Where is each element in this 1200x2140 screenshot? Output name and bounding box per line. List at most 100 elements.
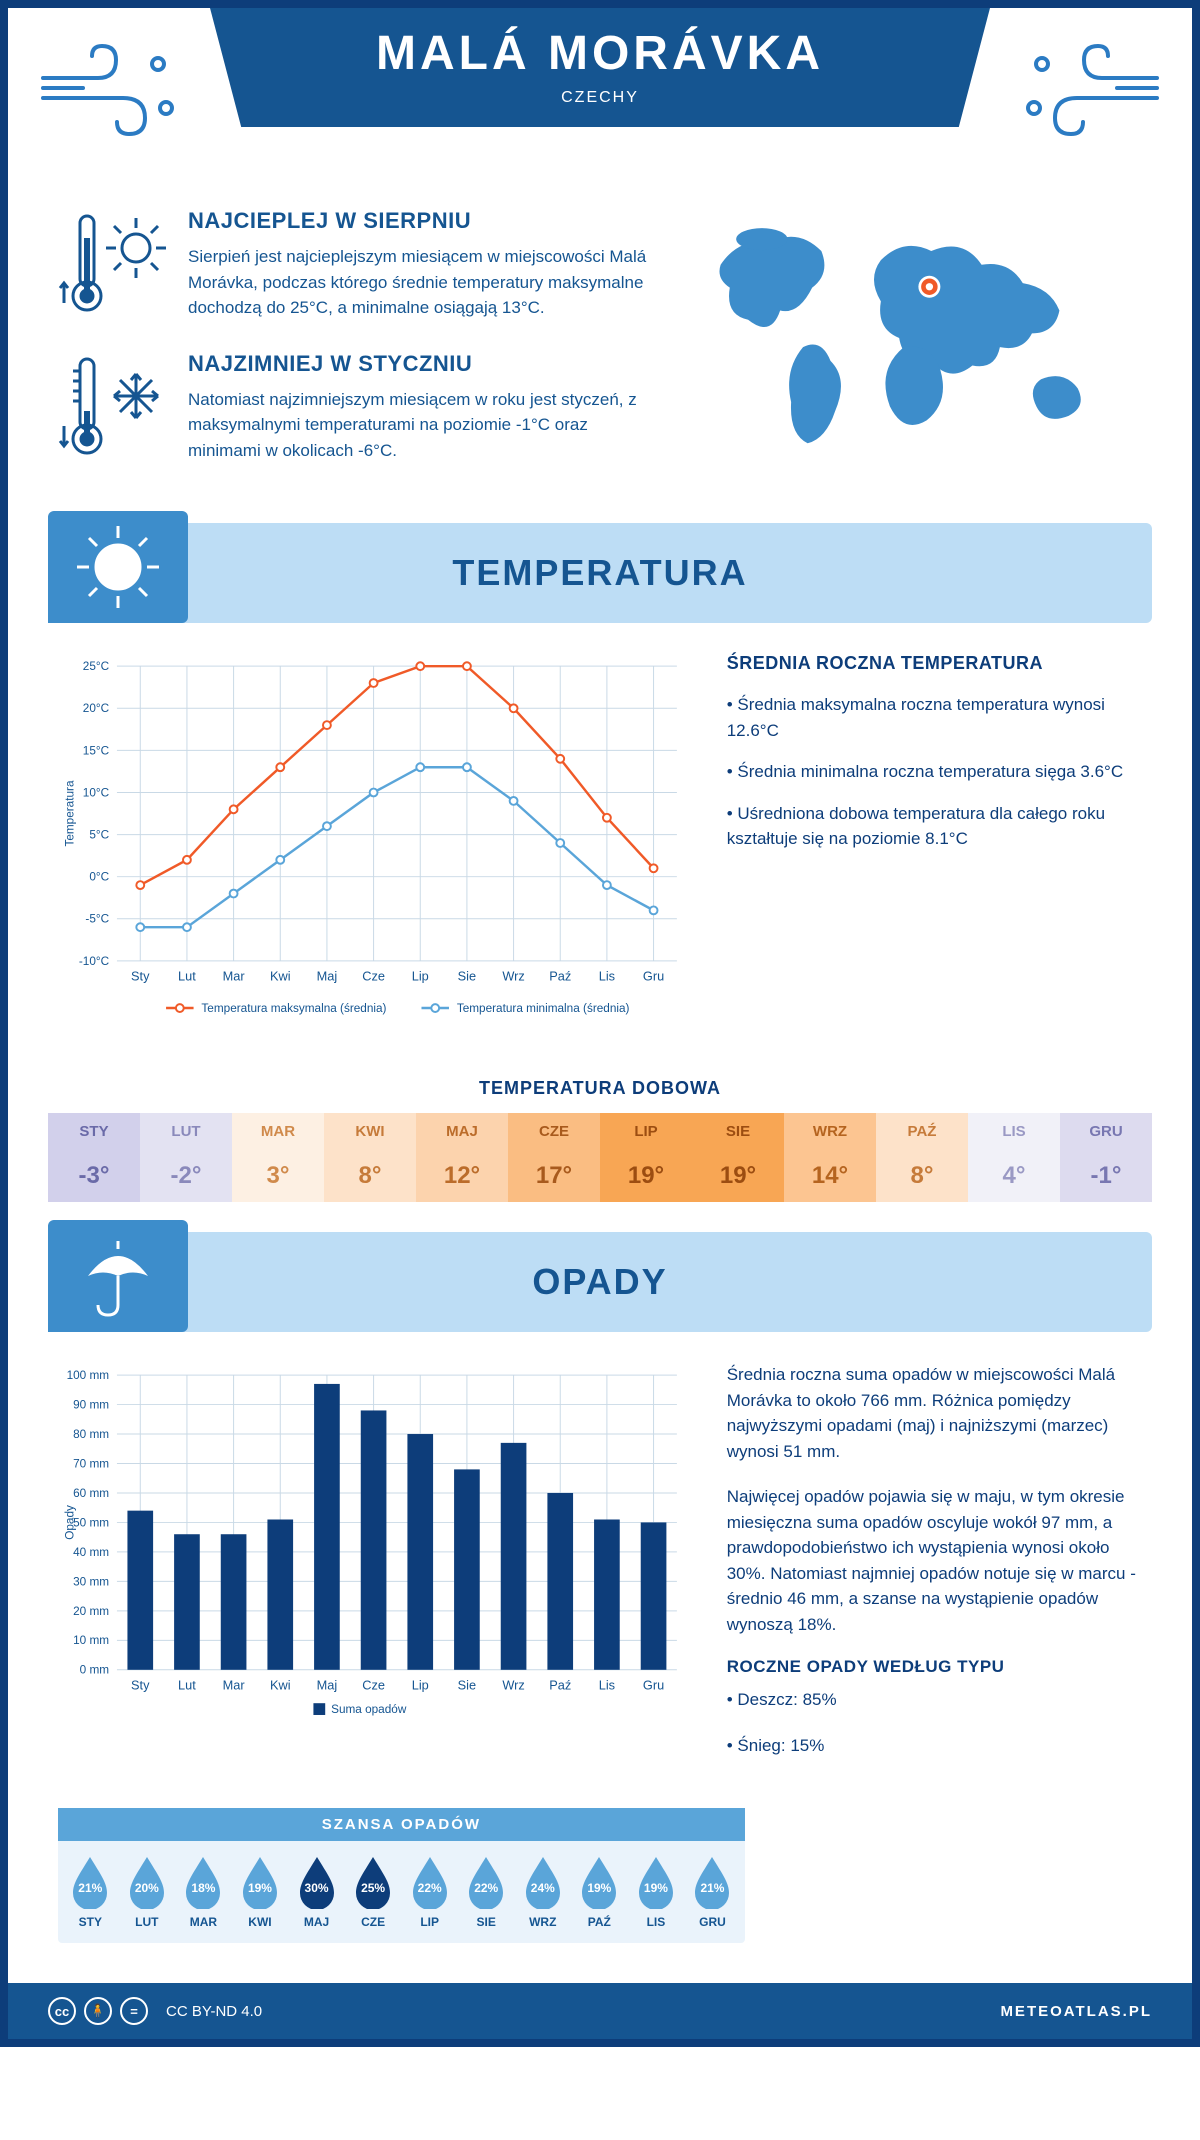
daily-temp-cell: CZE17° xyxy=(508,1113,600,1202)
world-map-wrap xyxy=(684,208,1142,473)
cc-icon: cc xyxy=(48,1997,76,2025)
chance-cell: 19%LIS xyxy=(630,1855,683,1929)
svg-text:Paź: Paź xyxy=(549,969,571,984)
chance-cell: 30%MAJ xyxy=(290,1855,343,1929)
svg-text:50 mm: 50 mm xyxy=(73,1516,109,1529)
chance-cell: 21%GRU xyxy=(686,1855,739,1929)
svg-text:Opady: Opady xyxy=(64,1505,77,1540)
svg-text:Cze: Cze xyxy=(362,969,385,984)
daily-temp-cell: STY-3° xyxy=(48,1113,140,1202)
daily-temp-cell: KWI8° xyxy=(324,1113,416,1202)
precip-type-title: ROCZNE OPADY WEDŁUG TYPU xyxy=(727,1657,1142,1677)
daily-temp-cell: LIS4° xyxy=(968,1113,1060,1202)
daily-temp-cell: LIP19° xyxy=(600,1113,692,1202)
chance-cell: 19%KWI xyxy=(234,1855,287,1929)
sun-icon-tab xyxy=(48,511,188,623)
chance-cell: 22%SIE xyxy=(460,1855,513,1929)
chance-title: SZANSA OPADÓW xyxy=(58,1808,745,1841)
svg-text:Lis: Lis xyxy=(599,969,615,984)
annual-temp-info: ŚREDNIA ROCZNA TEMPERATURA • Średnia mak… xyxy=(727,653,1142,1038)
svg-text:Kwi: Kwi xyxy=(270,1677,291,1692)
svg-text:-10°C: -10°C xyxy=(79,955,110,968)
svg-text:25°C: 25°C xyxy=(83,660,110,673)
svg-text:80 mm: 80 mm xyxy=(73,1428,109,1441)
svg-text:30 mm: 30 mm xyxy=(73,1575,109,1588)
svg-text:0 mm: 0 mm xyxy=(80,1664,110,1677)
annual-temp-title: ŚREDNIA ROCZNA TEMPERATURA xyxy=(727,653,1142,674)
svg-text:Temperatura: Temperatura xyxy=(64,780,77,847)
info-row: NAJCIEPLEJ W SIERPNIU Sierpień jest najc… xyxy=(8,178,1192,503)
chance-cell: 25%CZE xyxy=(347,1855,400,1929)
svg-text:Cze: Cze xyxy=(362,1677,385,1692)
thermometer-snow-icon xyxy=(58,351,168,461)
daily-temp-cell: SIE19° xyxy=(692,1113,784,1202)
daily-temp-cell: PAŹ8° xyxy=(876,1113,968,1202)
footer: cc 🧍 = CC BY-ND 4.0 METEOATLAS.PL xyxy=(8,1983,1192,2039)
daily-temp-cell: WRZ14° xyxy=(784,1113,876,1202)
svg-text:Maj: Maj xyxy=(317,969,338,984)
svg-text:-5°C: -5°C xyxy=(85,913,109,926)
chance-cell: 19%PAŹ xyxy=(573,1855,626,1929)
annual-bullet: • Średnia maksymalna roczna temperatura … xyxy=(727,692,1142,743)
page: MALÁ MORÁVKA CZECHY NAJCIEPLEJ W SIERPNI… xyxy=(0,0,1200,2047)
svg-text:60 mm: 60 mm xyxy=(73,1487,109,1500)
location-title: MALÁ MORÁVKA xyxy=(210,26,990,81)
coldest-text: Natomiast najzimniejszym miesiącem w rok… xyxy=(188,387,654,464)
precipitation-chance-table: SZANSA OPADÓW 21%STY20%LUT18%MAR19%KWI30… xyxy=(58,1808,745,1943)
svg-text:Suma opadów: Suma opadów xyxy=(331,1703,407,1716)
header: MALÁ MORÁVKA CZECHY xyxy=(8,8,1192,178)
chance-cell: 20%LUT xyxy=(121,1855,174,1929)
svg-text:Kwi: Kwi xyxy=(270,969,291,984)
site-name: METEOATLAS.PL xyxy=(1000,2003,1152,2020)
svg-text:Sty: Sty xyxy=(131,1677,150,1692)
svg-text:Lut: Lut xyxy=(178,969,196,984)
svg-text:Gru: Gru xyxy=(643,1677,664,1692)
warmest-block: NAJCIEPLEJ W SIERPNIU Sierpień jest najc… xyxy=(58,208,654,321)
coldest-title: NAJZIMNIEJ W STYCZNIU xyxy=(188,351,654,377)
svg-text:Mar: Mar xyxy=(223,969,246,984)
svg-text:Lip: Lip xyxy=(412,969,429,984)
annual-bullet: • Średnia minimalna roczna temperatura s… xyxy=(727,759,1142,785)
section-header-temp: TEMPERATURA xyxy=(48,523,1152,623)
precipitation-chart: 0 mm10 mm20 mm30 mm40 mm50 mm60 mm70 mm8… xyxy=(58,1362,687,1778)
chance-cell: 22%LIP xyxy=(403,1855,456,1929)
svg-text:Paź: Paź xyxy=(549,1677,571,1692)
svg-text:Temperatura maksymalna (średni: Temperatura maksymalna (średnia) xyxy=(201,1002,386,1015)
precip-paragraph: Najwięcej opadów pojawia się w maju, w t… xyxy=(727,1484,1142,1637)
svg-text:10°C: 10°C xyxy=(83,786,110,799)
svg-text:Wrz: Wrz xyxy=(502,969,524,984)
section-header-precip: OPADY xyxy=(48,1232,1152,1332)
chance-cell: 21%STY xyxy=(64,1855,117,1929)
svg-text:Lut: Lut xyxy=(178,1677,196,1692)
svg-text:Gru: Gru xyxy=(643,969,664,984)
daily-temp-title: TEMPERATURA DOBOWA xyxy=(8,1078,1192,1099)
daily-temp-cell: GRU-1° xyxy=(1060,1113,1152,1202)
annual-bullet: • Uśredniona dobowa temperatura dla całe… xyxy=(727,801,1142,852)
svg-text:Maj: Maj xyxy=(317,1677,338,1692)
daily-temp-cell: LUT-2° xyxy=(140,1113,232,1202)
svg-text:Wrz: Wrz xyxy=(502,1677,524,1692)
temperature-chart: -10°C-5°C0°C5°C10°C15°C20°C25°CStyLutMar… xyxy=(58,653,687,1038)
precip-type-rain: • Deszcz: 85% xyxy=(727,1687,1142,1713)
chance-cell: 24%WRZ xyxy=(517,1855,570,1929)
svg-text:Lis: Lis xyxy=(599,1677,615,1692)
daily-temp-cell: MAR3° xyxy=(232,1113,324,1202)
chance-cell: 18%MAR xyxy=(177,1855,230,1929)
svg-text:40 mm: 40 mm xyxy=(73,1546,109,1559)
svg-text:Sie: Sie xyxy=(458,969,476,984)
svg-text:10 mm: 10 mm xyxy=(73,1634,109,1647)
license-text: CC BY-ND 4.0 xyxy=(166,2003,262,2020)
precip-type-snow: • Śnieg: 15% xyxy=(727,1733,1142,1759)
thermometer-sun-icon xyxy=(58,208,168,318)
warmest-title: NAJCIEPLEJ W SIERPNIU xyxy=(188,208,654,234)
location-country: CZECHY xyxy=(210,89,990,107)
svg-text:Temperatura minimalna (średnia: Temperatura minimalna (średnia) xyxy=(457,1002,630,1015)
title-banner: MALÁ MORÁVKA CZECHY xyxy=(210,8,990,127)
svg-text:0°C: 0°C xyxy=(89,871,109,884)
svg-text:20°C: 20°C xyxy=(83,702,110,715)
by-icon: 🧍 xyxy=(84,1997,112,2025)
svg-text:90 mm: 90 mm xyxy=(73,1398,109,1411)
section-title: TEMPERATURA xyxy=(452,552,747,594)
wind-icon xyxy=(38,38,178,138)
section-title: OPADY xyxy=(532,1261,667,1303)
